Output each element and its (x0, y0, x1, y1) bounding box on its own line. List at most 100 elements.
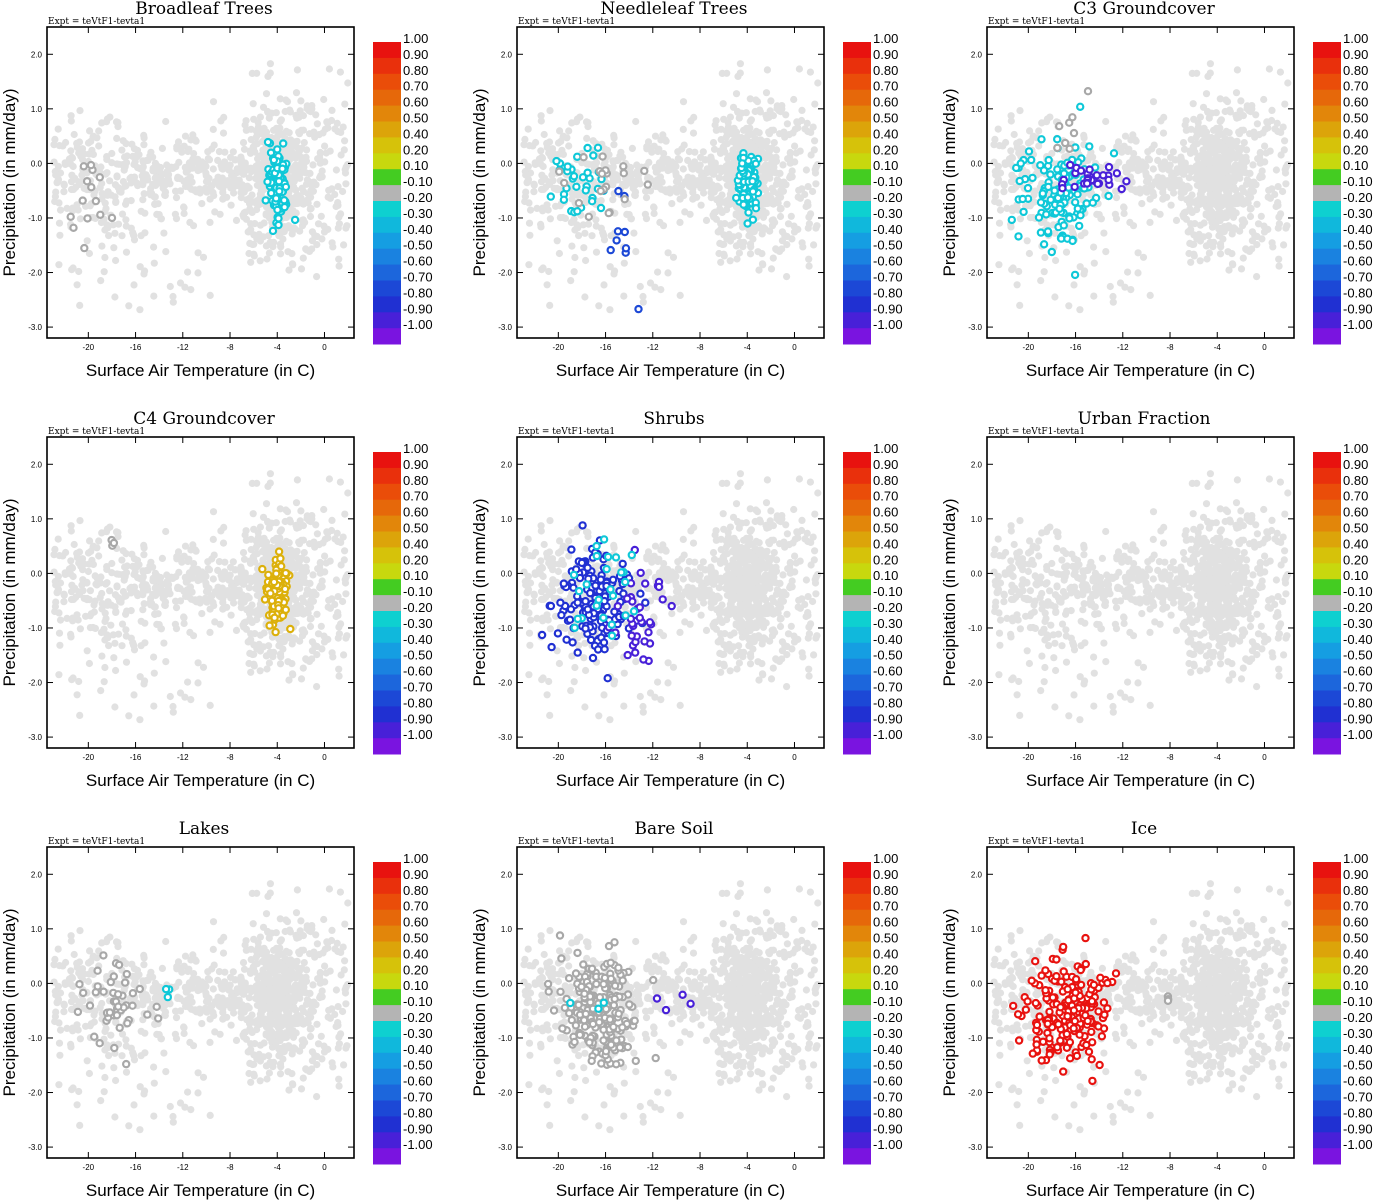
bg-point (237, 153, 245, 161)
bg-point (187, 286, 195, 294)
colorbar-swatch (843, 121, 871, 138)
bg-point (811, 100, 819, 108)
colorbar: 1.000.900.800.700.600.500.400.200.10-0.1… (1313, 31, 1373, 345)
bg-point (1145, 156, 1154, 164)
bg-point (174, 174, 182, 182)
bg-point (139, 606, 147, 614)
bg-point (1216, 131, 1224, 139)
bg-point (276, 660, 285, 668)
panel-title: Needleleaf Trees (600, 0, 747, 19)
bg-point (72, 593, 80, 601)
bg-point (1249, 187, 1257, 195)
bg-point (239, 549, 248, 557)
bg-point (264, 518, 272, 526)
bg-point (83, 647, 91, 655)
bg-point (537, 220, 545, 228)
colorbar-label: -0.50 (403, 238, 433, 253)
bg-point (332, 166, 340, 174)
bg-point (1035, 142, 1043, 150)
bg-point (1126, 218, 1134, 226)
bg-point (531, 159, 539, 167)
colorbar-swatch (373, 137, 401, 154)
bg-point (125, 302, 133, 310)
bg-point (313, 120, 321, 128)
colorbar-swatch (373, 280, 401, 297)
bg-point (312, 111, 320, 119)
y-tick-label: 0.0 (501, 159, 513, 168)
bg-point (243, 126, 251, 134)
x-tick-label: 0 (322, 343, 327, 352)
bg-point (1236, 227, 1244, 235)
colorbar-label: 1.00 (403, 31, 428, 46)
bg-point (60, 598, 68, 606)
bg-point (559, 133, 567, 141)
bg-point (784, 155, 792, 163)
bg-point (60, 591, 68, 599)
bg-point (674, 148, 682, 156)
highlight-point (273, 205, 282, 215)
bg-point (285, 266, 293, 274)
bg-point (571, 253, 579, 262)
highlight-point (1036, 160, 1045, 170)
bg-point (1206, 60, 1214, 68)
bg-point (302, 245, 310, 253)
bg-point (121, 182, 129, 190)
bg-point (256, 176, 264, 184)
bg-point (68, 154, 77, 162)
bg-point (1194, 123, 1202, 131)
bg-point (69, 207, 77, 215)
bg-point (1276, 68, 1284, 76)
bg-point (244, 638, 252, 646)
bg-point (216, 620, 224, 628)
highlight-point (1104, 175, 1113, 185)
bg-point (1207, 192, 1215, 200)
bg-point (1212, 188, 1220, 196)
colorbar-swatch (843, 137, 871, 154)
highlight-point (584, 212, 594, 221)
bg-point (1264, 119, 1272, 127)
bg-point (530, 188, 538, 196)
bg-point (223, 587, 232, 595)
highlight-point (1041, 210, 1051, 219)
bg-point (1146, 195, 1154, 203)
highlight-point (1043, 227, 1053, 236)
bg-point (567, 277, 575, 285)
colorbar-label: 0.70 (873, 79, 898, 94)
bg-point (1198, 137, 1206, 146)
bg-point (262, 242, 270, 250)
bg-point (548, 171, 556, 179)
bg-point (1199, 233, 1207, 241)
highlight-point (1016, 159, 1026, 168)
bg-point (285, 562, 293, 570)
highlight-point (1055, 204, 1064, 213)
colorbar-swatch (373, 169, 401, 186)
bg-point (272, 534, 280, 543)
bg-point (104, 224, 112, 232)
bg-point (139, 163, 147, 171)
bg-point (105, 642, 113, 650)
bg-point (628, 170, 637, 179)
bg-point (227, 201, 235, 209)
colorbar-label: -0.90 (1343, 301, 1373, 316)
bg-point (1219, 169, 1227, 177)
highlight-point (613, 227, 623, 236)
bg-point (1134, 249, 1142, 257)
bg-point (1258, 167, 1266, 175)
bg-point (335, 630, 343, 638)
bg-point (292, 192, 300, 201)
bg-point (672, 169, 680, 177)
bg-point (769, 216, 777, 224)
y-tick-label: 2.0 (971, 50, 983, 59)
bg-point (184, 576, 192, 584)
bg-point (676, 218, 684, 226)
bg-point (718, 69, 726, 77)
bg-point (1277, 128, 1285, 136)
bg-point (1090, 259, 1098, 267)
bg-point (1154, 156, 1162, 164)
colorbar-label: -0.70 (873, 270, 903, 285)
bg-point (187, 177, 195, 185)
bg-point (196, 165, 205, 173)
colorbar-label: -0.30 (403, 206, 433, 221)
bg-point (1144, 148, 1152, 156)
